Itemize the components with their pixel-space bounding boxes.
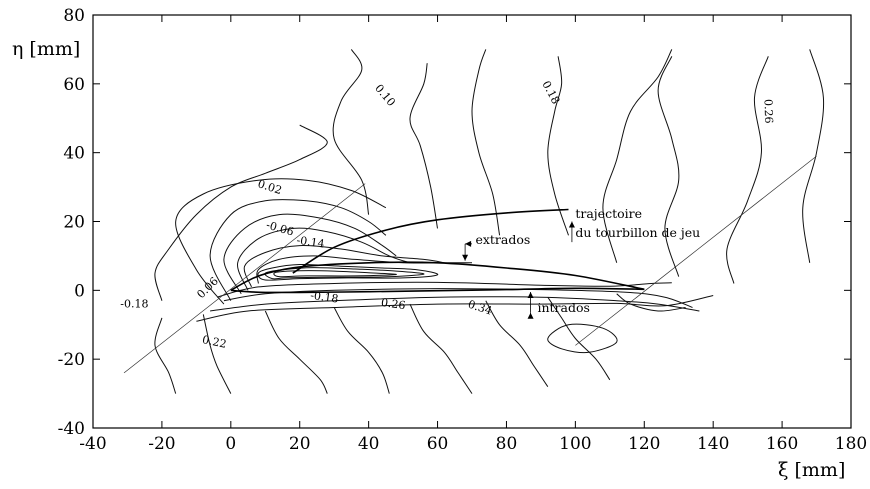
annotation-label: intrados — [537, 300, 589, 315]
contour-line — [616, 293, 686, 312]
x-tick-label: -40 — [79, 434, 106, 454]
contour-line — [243, 245, 445, 288]
overlay-curves — [123, 155, 817, 374]
annotation-label: trajectoire — [575, 206, 642, 221]
reference-line — [575, 155, 817, 346]
contour-label: 0.26 — [761, 99, 775, 124]
x-tick-label: 20 — [289, 434, 311, 454]
contour-line — [657, 56, 680, 277]
contour-line — [223, 213, 397, 295]
contour-label: 0.26 — [380, 296, 406, 312]
contour-line — [264, 267, 425, 280]
x-tick-label: 80 — [496, 434, 518, 454]
contour-line — [547, 56, 569, 236]
contour-line — [202, 314, 232, 394]
contour-line — [273, 270, 397, 278]
y-tick-label: 0 — [74, 281, 85, 301]
contour-line — [216, 281, 672, 298]
annotations: trajectoire du tourbillon de jeu extrados i… — [462, 206, 700, 319]
contour-line — [547, 296, 611, 381]
x-tick-label: 180 — [835, 434, 867, 454]
contour-line — [409, 303, 473, 394]
x-tick-label: 40 — [358, 434, 380, 454]
x-tick-label: 60 — [427, 434, 449, 454]
annotation-arrowhead — [527, 312, 534, 319]
reference-line — [123, 183, 366, 374]
contour-label: -0.06 — [265, 218, 296, 238]
contour-line — [257, 263, 439, 281]
vortex-trajectory-curve — [292, 208, 569, 274]
contour-line — [154, 124, 328, 301]
x-tick-label: -20 — [148, 434, 175, 454]
x-tick-label: 140 — [697, 434, 729, 454]
y-tick-label: -20 — [58, 350, 85, 370]
annotation-label: extrados — [475, 232, 530, 247]
contour-line — [209, 199, 387, 301]
axis-ticks: -40 -20 0 20 40 60 80 100 120 140 160 180 -40 -20 0 20 4… — [58, 6, 868, 454]
contour-lines — [154, 49, 825, 394]
contour-line — [237, 227, 411, 291]
contour-line — [154, 317, 177, 394]
contour-label: 0.18 — [539, 79, 562, 107]
contour-label: -0.14 — [296, 234, 326, 251]
contour-label: -0.18 — [120, 298, 148, 311]
y-tick-label: 80 — [63, 6, 85, 26]
x-tick-label: 100 — [559, 434, 591, 454]
annotation-label: du tourbillon de jeu — [575, 225, 700, 240]
y-tick-label: 20 — [63, 213, 85, 233]
x-tick-label: 0 — [225, 434, 236, 454]
y-tick-label: 60 — [63, 75, 85, 95]
extrados-curve — [230, 261, 645, 292]
contour-line — [196, 295, 714, 322]
contour-label: 0.02 — [256, 177, 283, 197]
annotation-arrowhead — [462, 254, 469, 261]
contour-line — [602, 49, 673, 263]
contour-label: 0.06 — [194, 275, 221, 302]
contour-line — [210, 296, 700, 312]
y-axis-title: η [mm] — [12, 38, 80, 60]
contour-label: 0.34 — [466, 298, 493, 318]
contour-line — [333, 307, 390, 394]
contour-line — [471, 49, 501, 236]
x-tick-label: 120 — [628, 434, 660, 454]
x-tick-label: 160 — [766, 434, 798, 454]
y-tick-label: -40 — [58, 419, 85, 439]
contour-line — [264, 310, 328, 394]
annotation-arrowhead — [568, 221, 575, 228]
plot-frame — [92, 14, 852, 429]
contour-line — [485, 300, 549, 387]
annotation-arrowhead — [527, 292, 534, 299]
contour-line — [223, 288, 693, 308]
contour-line — [175, 178, 387, 305]
contour-line — [409, 63, 438, 229]
contour-line — [547, 323, 618, 354]
contour-label: 0.22 — [201, 333, 228, 351]
x-axis-title: ξ [mm] — [778, 459, 845, 481]
annotation-arrowhead — [465, 240, 472, 247]
contour-line — [802, 49, 825, 263]
intrados-curve — [230, 287, 645, 294]
contour-line — [726, 56, 769, 284]
contour-label: 0.10 — [372, 82, 398, 109]
y-tick-label: 40 — [63, 144, 85, 164]
contour-line — [332, 49, 370, 215]
